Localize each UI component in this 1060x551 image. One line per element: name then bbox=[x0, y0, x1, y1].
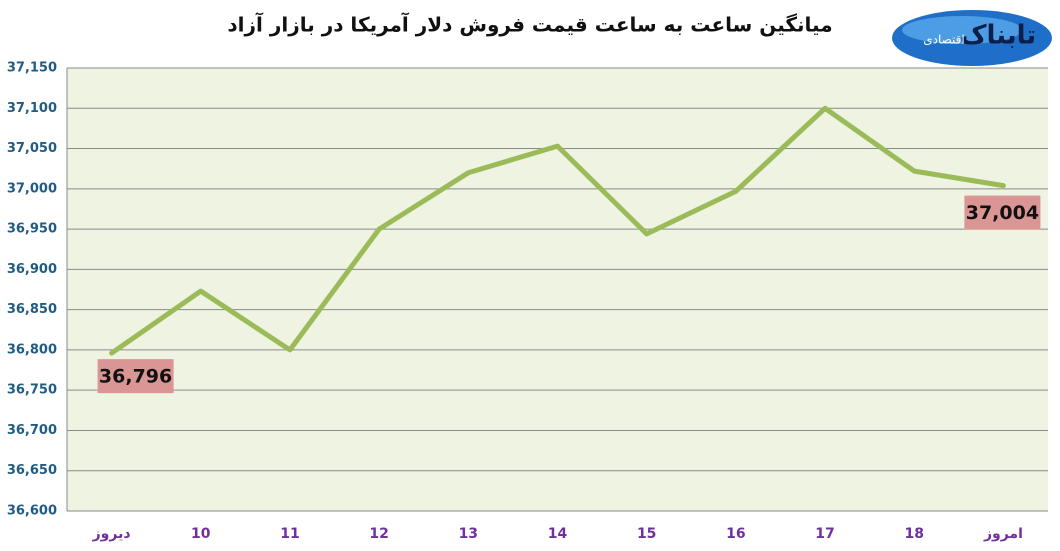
x-tick-label: 12 bbox=[369, 526, 388, 542]
y-tick-label: 37,150 bbox=[7, 61, 57, 76]
value-label: 37,004 bbox=[966, 202, 1039, 224]
y-tick-label: 37,100 bbox=[7, 101, 57, 116]
value-label-box bbox=[964, 195, 1041, 230]
x-tick-label: 13 bbox=[459, 526, 478, 542]
x-tick-label: 16 bbox=[726, 526, 745, 542]
x-tick-label: 14 bbox=[548, 526, 568, 542]
x-tick-label: امروز bbox=[983, 526, 1023, 542]
logo-sub: اقتصادی bbox=[923, 33, 965, 47]
chart-title: میانگین ساعت به ساعت قیمت فروش دلار آمری… bbox=[227, 12, 832, 37]
y-tick-label: 36,800 bbox=[7, 342, 57, 357]
logo: تابناک اقتصادی bbox=[892, 10, 1052, 66]
x-tick-label: دیروز bbox=[92, 526, 131, 542]
y-tick-label: 36,650 bbox=[7, 463, 57, 478]
y-tick-label: 37,000 bbox=[7, 181, 57, 196]
x-tick-label: 15 bbox=[637, 526, 656, 542]
x-tick-label: 18 bbox=[904, 526, 923, 542]
y-tick-label: 37,050 bbox=[7, 141, 57, 156]
y-tick-label: 36,950 bbox=[7, 222, 57, 237]
y-tick-label: 36,850 bbox=[7, 302, 57, 317]
y-tick-label: 36,600 bbox=[7, 504, 57, 519]
y-tick-label: 36,900 bbox=[7, 262, 57, 277]
x-tick-label: 11 bbox=[280, 526, 299, 542]
y-tick-label: 36,750 bbox=[7, 383, 57, 398]
x-tick-label: 17 bbox=[815, 526, 834, 542]
logo-shine bbox=[902, 16, 1022, 44]
x-tick-label: 10 bbox=[191, 526, 211, 542]
y-tick-label: 36,700 bbox=[7, 423, 57, 438]
logo-name: تابناک bbox=[960, 21, 1036, 51]
value-label: 36,796 bbox=[99, 366, 172, 388]
value-label-box bbox=[97, 359, 174, 394]
plot-area bbox=[67, 68, 1048, 511]
line bbox=[109, 105, 1006, 356]
